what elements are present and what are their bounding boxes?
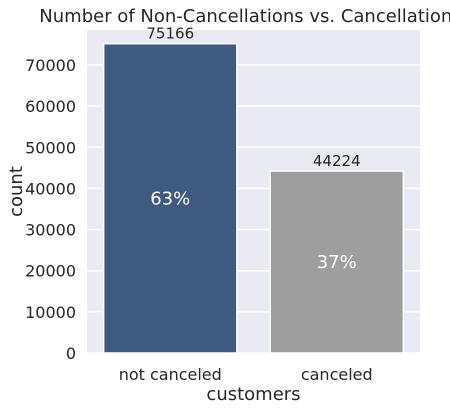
y-axis-label: count (6, 166, 27, 217)
y-tick-label: 0 (66, 344, 76, 363)
y-tick-label: 40000 (25, 179, 76, 198)
y-tick-label: 20000 (25, 262, 76, 281)
bar-percent-label: 37% (317, 252, 357, 273)
bar-value-label: 75166 (146, 25, 194, 43)
y-axis-ticks: 0 10000 20000 30000 40000 50000 60000 70000 (25, 56, 76, 363)
y-tick-label: 30000 (25, 221, 76, 240)
x-axis-ticks: not canceled canceled (119, 365, 373, 384)
bar-not-canceled (102, 42, 238, 354)
y-tick-label: 50000 (25, 138, 76, 157)
bar-value-label: 44224 (313, 152, 361, 170)
bar-canceled (269, 170, 405, 354)
x-tick-label: canceled (301, 365, 373, 384)
chart-title: Number of Non-Cancellations vs. Cancella… (39, 6, 450, 27)
bars: 75166 63% 44224 37% (102, 25, 405, 354)
y-tick-label: 10000 (25, 303, 76, 322)
y-tick-label: 70000 (25, 56, 76, 75)
x-tick-label: not canceled (119, 365, 222, 384)
y-tick-label: 60000 (25, 97, 76, 116)
x-axis-label: customers (206, 384, 300, 405)
bar-percent-label: 63% (150, 188, 190, 209)
